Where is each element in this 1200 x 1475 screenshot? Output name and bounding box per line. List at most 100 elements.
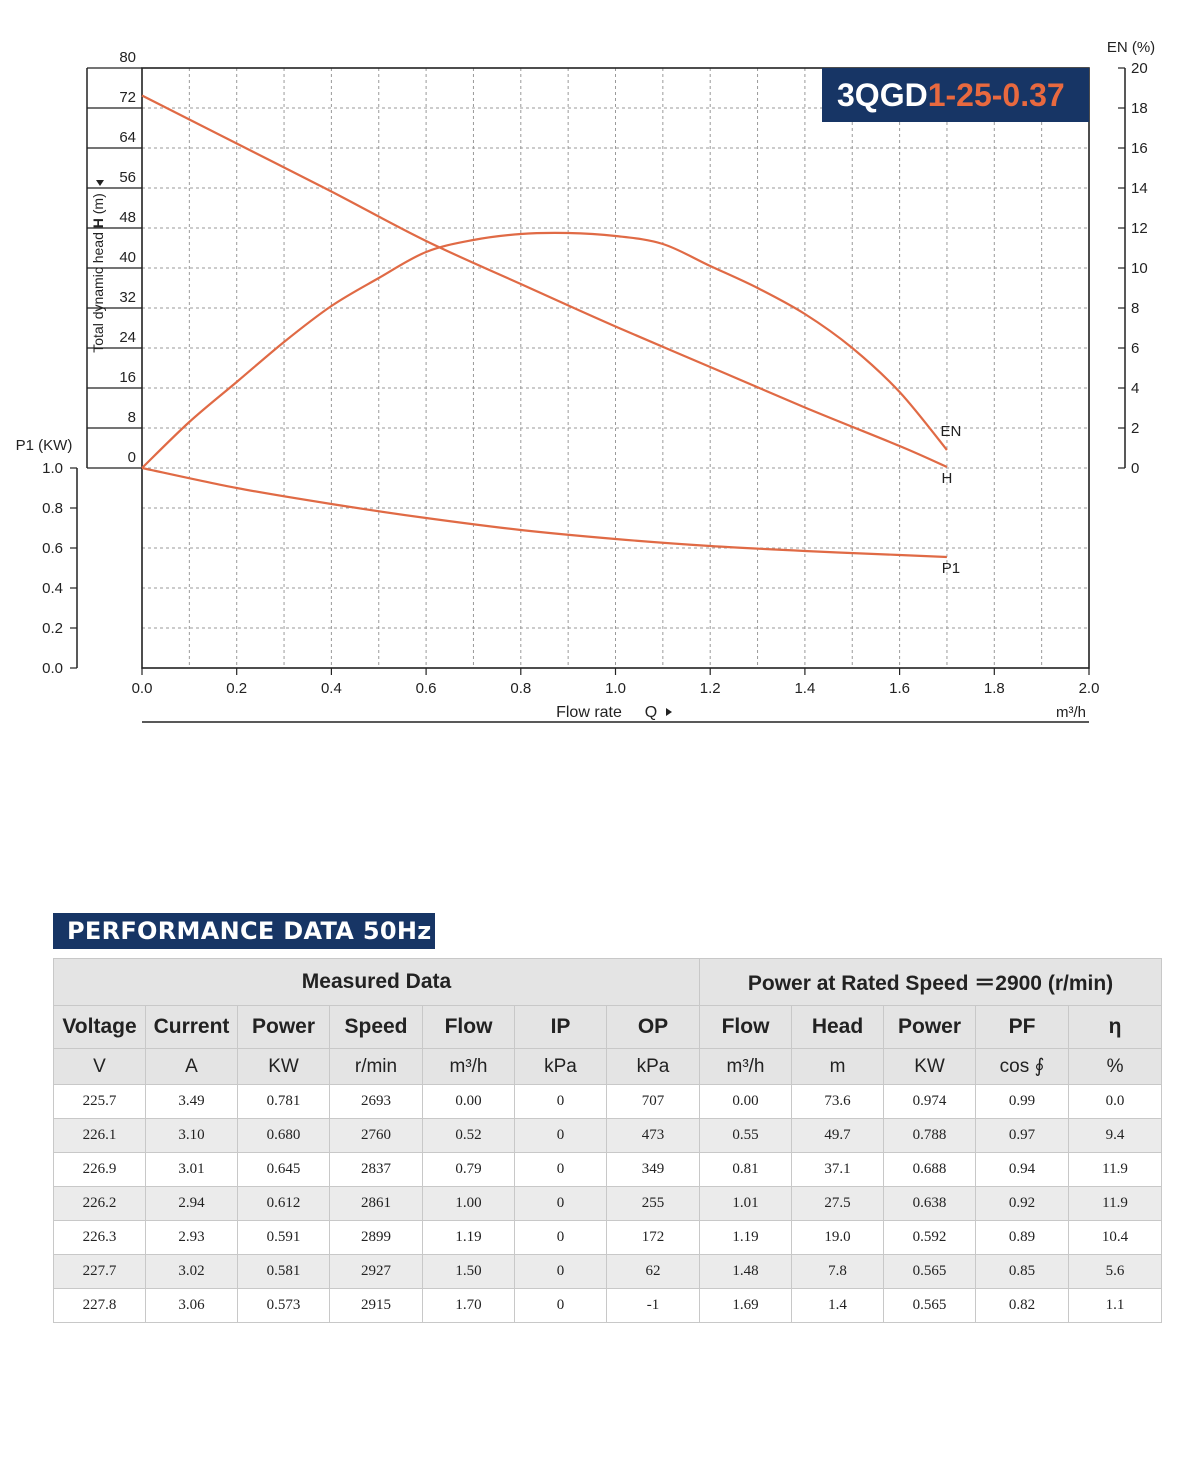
table-cell: 0.99 <box>975 1084 1069 1119</box>
table-cell: 0.781 <box>237 1084 330 1119</box>
table-cell: 1.1 <box>1067 1288 1163 1323</box>
p1-tick-label: 1.0 <box>42 460 63 477</box>
column-unit: KW <box>883 1048 976 1085</box>
head-tick-label: 24 <box>119 329 136 346</box>
x-tick-labels: 0.0 0.2 0.4 0.6 0.8 1.0 1.2 1.4 1.6 1.8 2.0 <box>132 668 1100 697</box>
table-cell: 1.19 <box>699 1220 792 1255</box>
table-cell: 0.974 <box>883 1084 976 1119</box>
head-tick-label: 16 <box>119 369 136 386</box>
chart-grid <box>142 68 1089 668</box>
table-cell: 0.592 <box>883 1220 976 1255</box>
en-tick-label: 4 <box>1131 380 1139 397</box>
table-cell: 3.02 <box>145 1254 238 1289</box>
table-cell: 0.94 <box>975 1152 1069 1187</box>
table-cell: 0.81 <box>699 1152 792 1187</box>
model-title-box <box>822 68 1089 122</box>
table-cell: 3.01 <box>145 1152 238 1187</box>
table-cell: 0.688 <box>883 1152 976 1187</box>
table-cell: 0.638 <box>883 1186 976 1221</box>
table-cell: 11.9 <box>1067 1152 1163 1187</box>
x-tick-label: 1.2 <box>700 680 721 697</box>
table-row: 227.8 3.06 0.573 2915 1.70 0 -1 1.69 1.4 0.565 0.8… <box>53 1288 1163 1323</box>
table-cell: 1.50 <box>422 1254 515 1289</box>
x-axis-arrow <box>666 708 672 716</box>
table-cell: 1.01 <box>699 1186 792 1221</box>
table-cell: 172 <box>606 1220 700 1255</box>
table-cell: 226.1 <box>53 1118 146 1153</box>
table-cell: 3.49 <box>145 1084 238 1119</box>
column-unit: kPa <box>606 1048 700 1085</box>
chart-curves <box>141 94 948 559</box>
head-tick-labels: 0 8 16 24 32 40 48 56 64 72 80 <box>87 49 142 469</box>
head-tick-label: 48 <box>119 209 136 226</box>
p1-tick-label: 0.8 <box>42 500 63 517</box>
table-group-row: Measured Data Power at Rated Speed ＝2900… <box>53 958 1163 1006</box>
head-tick-label: 0 <box>128 449 136 466</box>
table-cell: 0.00 <box>699 1084 792 1119</box>
table-cell: 0 <box>514 1254 607 1289</box>
table-cell: 0.680 <box>237 1118 330 1153</box>
column-header: η <box>1067 1005 1163 1049</box>
table-header-row: Voltage Current Power Speed Flow IP OP Flow Head… <box>53 1005 1163 1049</box>
head-tick-label: 8 <box>128 409 136 426</box>
table-cell: 1.4 <box>791 1288 884 1323</box>
table-cell: 2861 <box>329 1186 423 1221</box>
column-unit: r/min <box>329 1048 423 1085</box>
table-cell: 0 <box>514 1288 607 1323</box>
x-tick-label: 0.0 <box>132 680 153 697</box>
table-cell: 1.69 <box>699 1288 792 1323</box>
p1-tick-label: 0.2 <box>42 620 63 637</box>
column-header: Flow <box>699 1005 792 1049</box>
table-cell: 3.10 <box>145 1118 238 1153</box>
column-unit: KW <box>237 1048 330 1085</box>
column-unit: m³/h <box>699 1048 792 1085</box>
p1-tick-labels: 0.0 0.2 0.4 0.6 0.8 1.0 <box>42 460 77 677</box>
table-cell: 255 <box>606 1186 700 1221</box>
table-cell: 0.97 <box>975 1118 1069 1153</box>
head-axis-label: Total dynamic head H (m) <box>90 193 106 353</box>
column-header: Speed <box>329 1005 423 1049</box>
table-cell: 0 <box>514 1186 607 1221</box>
table-row: 226.9 3.01 0.645 2837 0.79 0 349 0.81 37.1 0.688 0… <box>53 1152 1163 1187</box>
table-row: 226.1 3.10 0.680 2760 0.52 0 473 0.55 49.7 0.788 0… <box>53 1118 1163 1153</box>
table-cell: 227.8 <box>53 1288 146 1323</box>
table-cell: 0.612 <box>237 1186 330 1221</box>
table-cell: 2.93 <box>145 1220 238 1255</box>
x-tick-label: 1.6 <box>889 680 910 697</box>
x-axis-unit: m³/h <box>1056 704 1086 721</box>
table-cell: 0.573 <box>237 1288 330 1323</box>
column-header: Head <box>791 1005 884 1049</box>
table-row: 225.7 3.49 0.781 2693 0.00 0 707 0.00 73.6 0.974 0… <box>53 1084 1163 1119</box>
table-row: 227.7 3.02 0.581 2927 1.50 0 62 1.48 7.8 0.565 0.8… <box>53 1254 1163 1289</box>
table-cell: 2927 <box>329 1254 423 1289</box>
table-cell: 227.7 <box>53 1254 146 1289</box>
table-cell: 0.565 <box>883 1254 976 1289</box>
en-tick-label: 0 <box>1131 460 1139 477</box>
x-tick-label: 0.4 <box>321 680 342 697</box>
curve-en <box>141 231 948 469</box>
performance-table: Measured Data Power at Rated Speed ＝2900… <box>53 958 1163 1323</box>
x-tick-label: 1.4 <box>794 680 815 697</box>
table-cell: 2837 <box>329 1152 423 1187</box>
table-cell: 2915 <box>329 1288 423 1323</box>
table-cell: 19.0 <box>791 1220 884 1255</box>
table-cell: 0.52 <box>422 1118 515 1153</box>
en-tick-label: 18 <box>1131 100 1148 117</box>
x-tick-label: 2.0 <box>1079 680 1100 697</box>
x-tick-label: 0.2 <box>226 680 247 697</box>
en-tick-label: 14 <box>1131 180 1148 197</box>
head-tick-label: 32 <box>119 289 136 306</box>
head-axis-arrow <box>96 180 104 186</box>
table-cell: 225.7 <box>53 1084 146 1119</box>
p1-axis-label: P1 (KW) <box>16 437 73 454</box>
table-cell: 27.5 <box>791 1186 884 1221</box>
table-cell: -1 <box>606 1288 700 1323</box>
column-unit: % <box>1067 1048 1163 1085</box>
table-cell: 7.8 <box>791 1254 884 1289</box>
column-header: Power <box>237 1005 330 1049</box>
head-tick-label: 80 <box>119 49 136 66</box>
p1-tick-label: 0.4 <box>42 580 63 597</box>
group-rated-speed: Power at Rated Speed ＝2900 (r/min) <box>698 958 1163 1006</box>
table-cell: 473 <box>606 1118 700 1153</box>
